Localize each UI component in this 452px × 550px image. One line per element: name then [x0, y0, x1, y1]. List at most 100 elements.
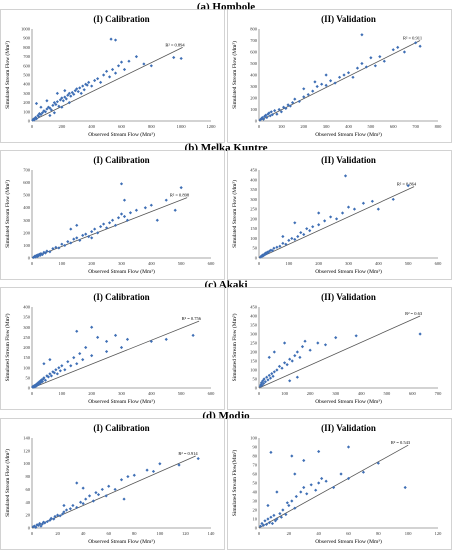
data-point — [81, 486, 85, 490]
data-point — [63, 89, 67, 93]
x-tick-label: 1000 — [177, 124, 187, 129]
scatter-panel-6: (II) Validation 0 100 200 300 400 500 600 700 0 50… — [227, 287, 452, 410]
data-point — [69, 227, 73, 231]
data-point — [315, 84, 319, 89]
x-tick-label: 300 — [345, 261, 353, 266]
y-tick-label: 150 — [250, 226, 258, 231]
data-point — [158, 462, 162, 466]
data-point — [54, 368, 58, 372]
panel-title: (II) Validation — [321, 14, 376, 24]
data-point — [38, 379, 42, 383]
data-point — [54, 245, 58, 249]
data-point — [149, 339, 153, 344]
data-point — [33, 385, 37, 389]
panel-frame — [0, 150, 225, 280]
y-tick-label: 60 — [253, 472, 258, 477]
data-point — [66, 93, 70, 97]
r-squared-label: R² = 0.911 — [403, 36, 422, 41]
data-point — [299, 230, 303, 235]
data-point — [343, 174, 348, 178]
data-point — [38, 521, 42, 526]
data-point — [39, 105, 43, 109]
y-tick-label: 450 — [250, 305, 258, 310]
data-point — [40, 111, 45, 115]
data-point — [275, 112, 279, 116]
data-point — [39, 112, 43, 117]
data-point — [293, 354, 297, 358]
data-point — [272, 513, 276, 517]
data-point — [70, 90, 74, 95]
panel-title: (II) Validation — [321, 155, 376, 165]
data-point — [391, 197, 395, 201]
data-point — [296, 234, 300, 239]
data-point — [297, 99, 301, 104]
data-point — [378, 55, 382, 59]
data-point — [302, 95, 306, 99]
data-point — [334, 217, 339, 221]
x-tick-label: 120 — [182, 531, 190, 536]
panel-title: (I) Calibration — [93, 155, 149, 165]
data-point — [164, 337, 168, 341]
y-tick-label: 300 — [23, 91, 31, 96]
data-point — [53, 514, 57, 519]
data-point — [266, 503, 270, 508]
data-point — [277, 107, 281, 112]
data-point — [69, 241, 73, 245]
y-tick-label: 700 — [23, 54, 31, 59]
panel-title: (I) Calibration — [93, 292, 149, 302]
r-squared-label: R² = 0.864 — [397, 182, 417, 187]
data-point — [373, 64, 377, 68]
data-point — [62, 503, 66, 508]
data-point — [308, 229, 312, 233]
data-point — [306, 92, 310, 97]
data-point — [52, 101, 56, 105]
x-tick-label: 700 — [435, 391, 443, 396]
data-point — [320, 82, 324, 86]
scatter-panel-3: (I) Calibration 0 100 200 300 400 500 600 0 100 20… — [0, 150, 225, 280]
y-tick-label: 40 — [26, 500, 31, 505]
data-point — [43, 251, 48, 255]
x-tick-label: 200 — [58, 124, 66, 129]
data-point — [78, 500, 83, 504]
data-point — [69, 94, 73, 98]
data-point — [370, 199, 374, 203]
data-point — [277, 364, 282, 368]
data-point — [269, 110, 273, 114]
y-axis-label: Simulated Stream Flow (Mm³) — [231, 313, 238, 381]
data-point — [110, 218, 115, 222]
data-point — [278, 244, 282, 248]
y-tick-label: 30 — [253, 499, 258, 504]
y-tick-label: 100 — [23, 365, 31, 370]
data-point — [104, 494, 108, 498]
panel-title: (II) Validation — [321, 423, 376, 433]
panel-frame — [227, 287, 452, 410]
data-point — [258, 118, 262, 122]
data-point — [334, 336, 338, 340]
scatter-panel-4: (II) Validation 0 100 200 300 400 500 600 0 50 100… — [227, 150, 452, 280]
data-point — [48, 358, 52, 362]
data-point — [284, 106, 288, 110]
y-tick-label: 300 — [250, 332, 258, 337]
data-point — [265, 375, 269, 379]
y-tick-label: 100 — [250, 236, 258, 241]
data-point — [288, 104, 292, 108]
data-point — [262, 377, 266, 381]
y-axis-label: Simulated Stream Flow (Mm³) — [4, 41, 11, 109]
data-point — [34, 117, 39, 121]
data-point — [284, 512, 288, 517]
x-tick-label: 800 — [435, 124, 443, 129]
y-tick-label: 0 — [28, 119, 31, 124]
data-point — [342, 73, 346, 77]
data-point — [51, 103, 55, 107]
data-point — [258, 524, 263, 528]
x-tick-label: 100 — [405, 531, 413, 536]
data-point — [60, 105, 64, 109]
x-tick-label: 600 — [118, 124, 126, 129]
data-point — [305, 492, 309, 496]
data-point — [259, 117, 263, 121]
trendline — [31, 320, 200, 389]
data-point — [268, 376, 273, 380]
data-point — [55, 100, 59, 104]
data-point — [64, 508, 69, 512]
data-point — [60, 96, 64, 100]
